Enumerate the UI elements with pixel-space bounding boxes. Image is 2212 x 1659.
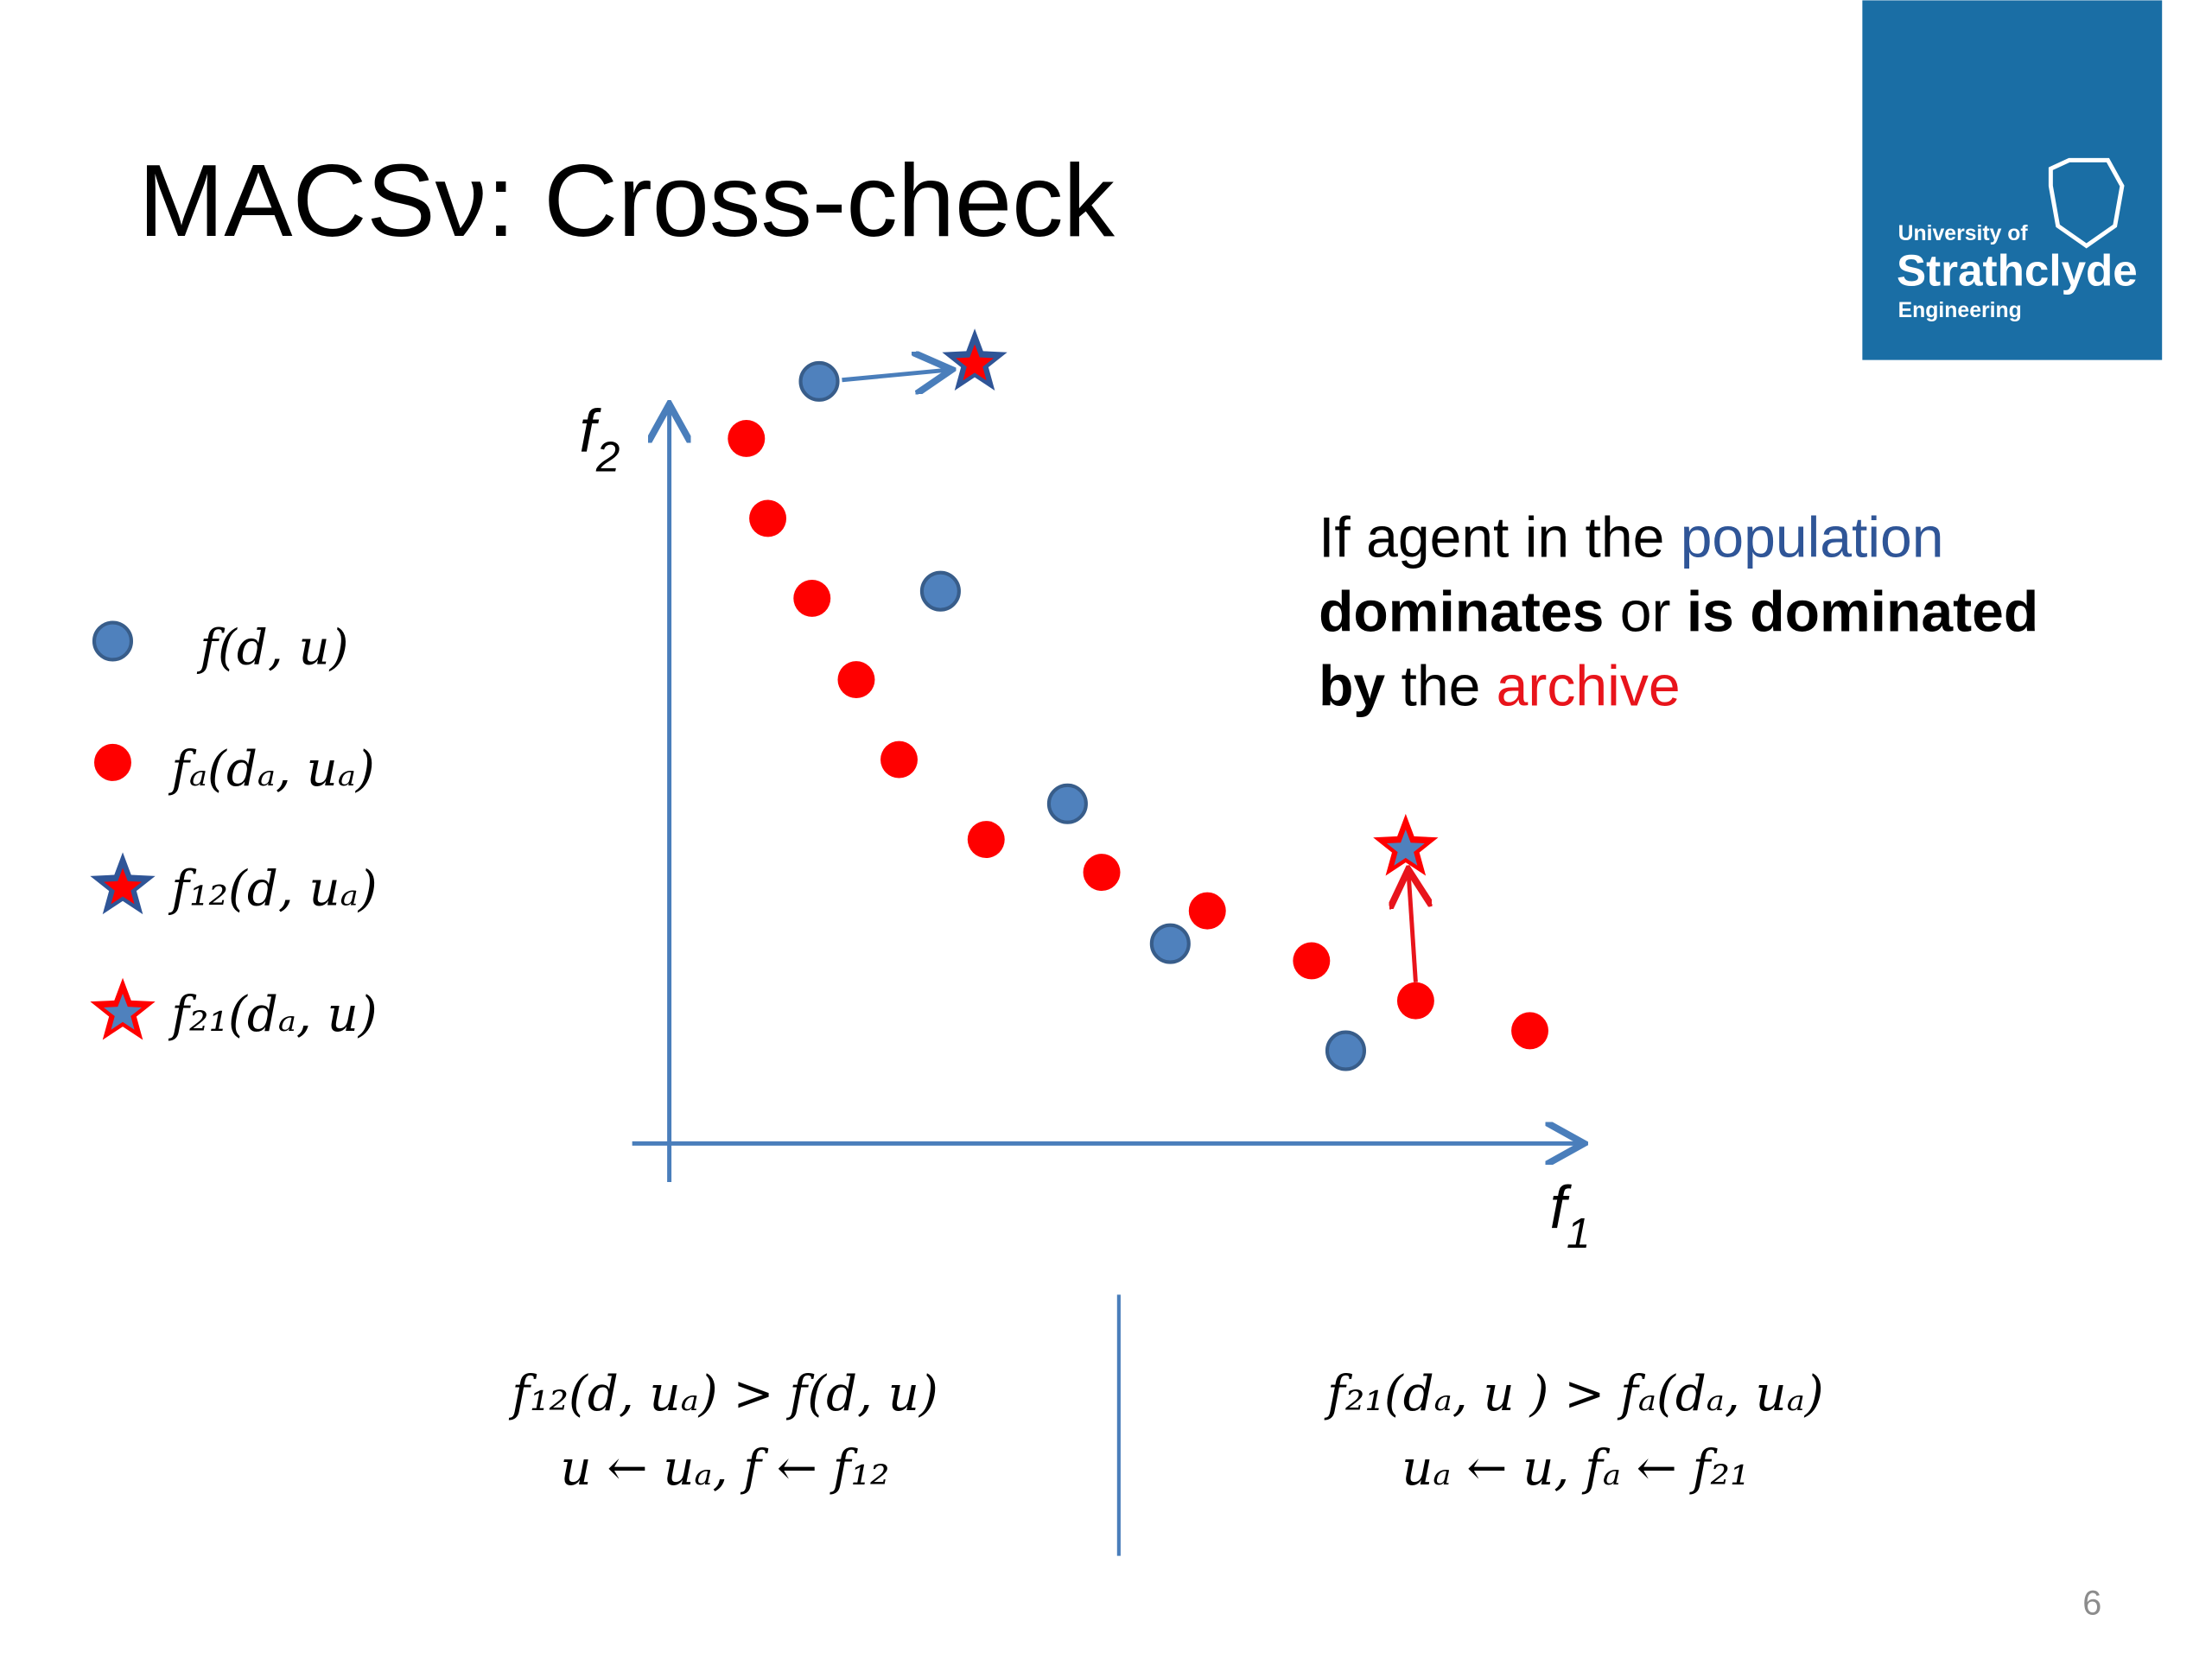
formula: f₁₂(d, uₐ) > f(d, u) (508, 1366, 938, 1422)
point (798, 360, 840, 402)
annotation: dominates or is dominated (1319, 579, 2038, 643)
crest (2048, 157, 2125, 249)
point (793, 579, 831, 617)
logo-box (1862, 0, 2163, 360)
point (1046, 783, 1088, 824)
formula: u ← uₐ, f ← f₁₂ (560, 1440, 889, 1497)
logo-crest (2048, 157, 2125, 249)
point (1188, 892, 1226, 930)
arrow (1408, 874, 1415, 982)
point (1293, 942, 1331, 980)
point (749, 499, 787, 537)
star (956, 344, 995, 381)
annotation-text: by (1319, 653, 1385, 717)
point (1325, 1030, 1367, 1071)
logo-text: Engineering (1898, 299, 2022, 322)
annotation-text: is dominated (1687, 579, 2038, 643)
annotation: by the archive (1319, 653, 1681, 717)
formula: uₐ ← u, fₐ ← f₂₁ (1402, 1440, 1749, 1497)
annotation-text: archive (1497, 653, 1681, 717)
point (92, 620, 134, 662)
annotation-text: the (1385, 653, 1497, 717)
point (1149, 923, 1191, 964)
legend-label: fₐ(dₐ, uₐ) (168, 741, 375, 798)
point (1511, 1012, 1548, 1050)
legend-label: f₂₁(dₐ, u) (168, 987, 377, 1043)
point (919, 570, 961, 612)
legend-label: f(d, u) (196, 620, 348, 676)
logo-text: University of (1898, 222, 2029, 245)
point (880, 741, 918, 779)
formula: f₂₁(dₐ, u ) > fₐ(dₐ, uₐ) (1324, 1366, 1824, 1422)
star (104, 868, 143, 905)
point (967, 821, 1005, 859)
point (1396, 982, 1434, 1020)
annotation-text: If agent in the (1319, 505, 1681, 569)
annotation: If agent in the population (1319, 505, 1943, 569)
axis-label-sub: 1 (1567, 1210, 1591, 1257)
annotation-text: population (1681, 505, 1944, 569)
axis-label-sub: 2 (595, 433, 620, 480)
point (728, 419, 766, 457)
annotation-text: dominates (1319, 579, 1604, 643)
points (90, 328, 1548, 1071)
point (1083, 854, 1121, 892)
arrow (842, 370, 947, 380)
point (837, 661, 875, 699)
star (1386, 830, 1425, 866)
legend-label: f₁₂(d, uₐ) (168, 861, 377, 918)
point (94, 743, 131, 781)
page-number: 6 (2082, 1584, 2101, 1622)
star (104, 993, 143, 1030)
annotation-text: or (1604, 579, 1686, 643)
title: MACSν: Cross-check (138, 143, 1115, 258)
logo-text: Strathclyde (1897, 246, 2138, 296)
